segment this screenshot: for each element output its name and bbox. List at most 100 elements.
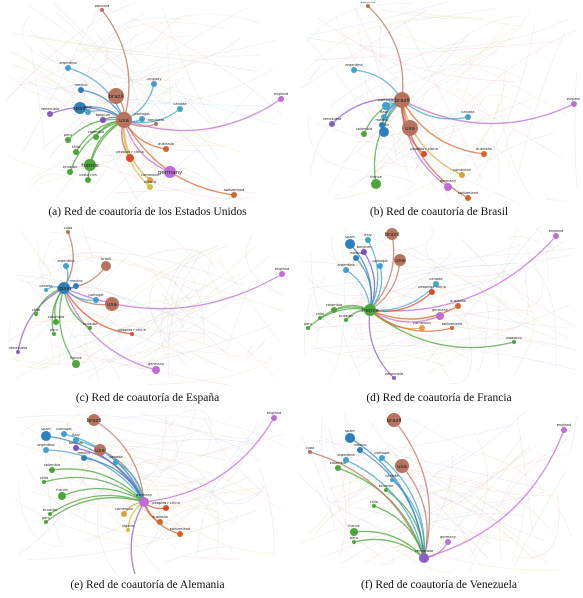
- node-label-colombia: colombia: [44, 463, 60, 467]
- node-venezuela: [47, 111, 53, 117]
- node-usa: [94, 444, 106, 456]
- nodes: germany usa brazil england spain france portug…: [37, 411, 282, 537]
- node-label-brazil: brazil: [394, 98, 410, 104]
- node-peru: [352, 540, 356, 544]
- node-label-chile: chile: [40, 476, 49, 480]
- node-label-usa: usa: [107, 302, 117, 308]
- node-label-colombia: colombia: [48, 315, 64, 319]
- edge-ecuador: [49, 494, 145, 515]
- node-england: [571, 101, 577, 107]
- edge-switzerland: [401, 99, 469, 199]
- node-label-mexico: mexico: [376, 118, 389, 122]
- node-ecuador: [48, 512, 52, 516]
- node-chile: [34, 312, 38, 316]
- node-label-spain: spain: [345, 429, 355, 433]
- node-peru: [44, 520, 48, 524]
- node-england: [561, 427, 567, 433]
- node-label-argentina: argentina: [57, 259, 74, 263]
- node-label-peru: peru: [64, 133, 72, 137]
- node-ecuador: [344, 318, 348, 322]
- node-label-france: france: [361, 308, 379, 314]
- node-label-brazil: brazil: [101, 257, 111, 261]
- node-label-venezuela: venezuela: [415, 549, 433, 553]
- node-label-belgium: belgium: [69, 441, 84, 445]
- node-cameroon: [459, 172, 465, 178]
- edge-brazil: [369, 233, 395, 311]
- node-argentina: [43, 447, 49, 453]
- edge-germany: [369, 309, 441, 323]
- node-label-england: england: [274, 92, 289, 96]
- node-label-switzerland: switzerland: [458, 191, 479, 195]
- caption-d: (d) Red de coautoría de Francia: [366, 392, 512, 404]
- node-colombia: [361, 131, 367, 137]
- edge-canada: [369, 283, 437, 312]
- node-label-canada: canada: [173, 102, 186, 106]
- edge-switzerland: [369, 309, 453, 332]
- node-label-uruguay: uruguay: [147, 77, 163, 81]
- node-cameroon: [147, 177, 153, 183]
- node-usa: [105, 297, 119, 311]
- node-label-germany: germany: [136, 493, 153, 497]
- network-panel-d: france usa brazil england spain germany portug…: [300, 226, 578, 384]
- hub-edges: [43, 417, 275, 574]
- node-label-portugal: portugal: [372, 259, 387, 263]
- node-label-mexico: mexico: [70, 279, 83, 283]
- node-label-england: england: [557, 423, 572, 427]
- edge-brazil: [393, 419, 431, 559]
- node-label-germany: germany: [148, 362, 165, 366]
- edge-chile: [373, 505, 425, 559]
- edge-mexico: [83, 457, 145, 503]
- node-label-argentina: argentina: [337, 453, 354, 457]
- node-cameroon: [419, 325, 425, 331]
- background-edges: [8, 228, 286, 386]
- background-edges: [13, 410, 288, 574]
- node-label-france: france: [348, 524, 360, 528]
- edge-peoples-r-china: [63, 287, 133, 335]
- node-label-argentina: argentina: [345, 63, 362, 67]
- node-label-ecuador: ecuador: [43, 508, 58, 512]
- node-label-canada: canada: [39, 284, 52, 288]
- node-label-chile: chile: [370, 500, 379, 504]
- node-label-costa-rica: costa rica: [79, 173, 96, 177]
- node-label-peoples-r-china: peoples r china: [116, 150, 144, 154]
- nodes: france usa brazil england spain germany portug…: [304, 228, 563, 380]
- node-label-cuba: cuba: [64, 226, 73, 230]
- node-label-colombia: colombia: [88, 130, 104, 134]
- node-label-nigeria: nigeria: [144, 180, 156, 184]
- node-label-peoples-r-china: peoples r china: [418, 285, 446, 289]
- network-panel-e: germany usa brazil england spain france portug…: [13, 410, 288, 574]
- node-chile: [73, 149, 79, 155]
- node-label-australia: australia: [450, 299, 466, 303]
- node-label-usa: usa: [119, 118, 129, 124]
- node-label-venezuela: venezuela: [385, 372, 403, 376]
- node-label-england: england: [549, 229, 564, 233]
- node-switzerland: [231, 192, 237, 198]
- node-portugal: [382, 102, 390, 110]
- node-nigeria: [126, 528, 130, 532]
- nodes: brazilusaenglandspainfrancegermanyportug…: [323, 2, 580, 201]
- hub-edges: [17, 231, 283, 371]
- nodes: venezuela usa brazil england spain france colo…: [306, 413, 572, 563]
- edge-venezuela: [17, 287, 65, 353]
- node-label-mexico: mexico: [350, 251, 363, 255]
- node-panama: [366, 4, 370, 8]
- node-label-cuba: cuba: [306, 446, 315, 450]
- caption-e: (e) Red de coautoría de Alemania: [70, 579, 225, 591]
- node-label-switzerland: switzerland: [442, 322, 463, 326]
- node-venezuela: [419, 553, 429, 563]
- node-label-australia: australia: [152, 515, 168, 519]
- hub-edges: [309, 419, 565, 559]
- node-label-chile: chile: [316, 312, 325, 316]
- node-canada: [113, 459, 119, 465]
- node-label-chile: chile: [32, 308, 41, 312]
- node-label-cameroon: cameroon: [453, 168, 471, 172]
- node-label-brazil: brazil: [386, 418, 402, 424]
- node-label-cameroon: cameroon: [413, 321, 431, 325]
- edge-venezuela: [130, 501, 145, 574]
- node-france: [371, 179, 381, 189]
- edge-panama: [101, 9, 130, 121]
- node-label-portugal: portugal: [134, 112, 149, 116]
- node-australia: [157, 519, 163, 525]
- node-label-england: england: [267, 411, 282, 415]
